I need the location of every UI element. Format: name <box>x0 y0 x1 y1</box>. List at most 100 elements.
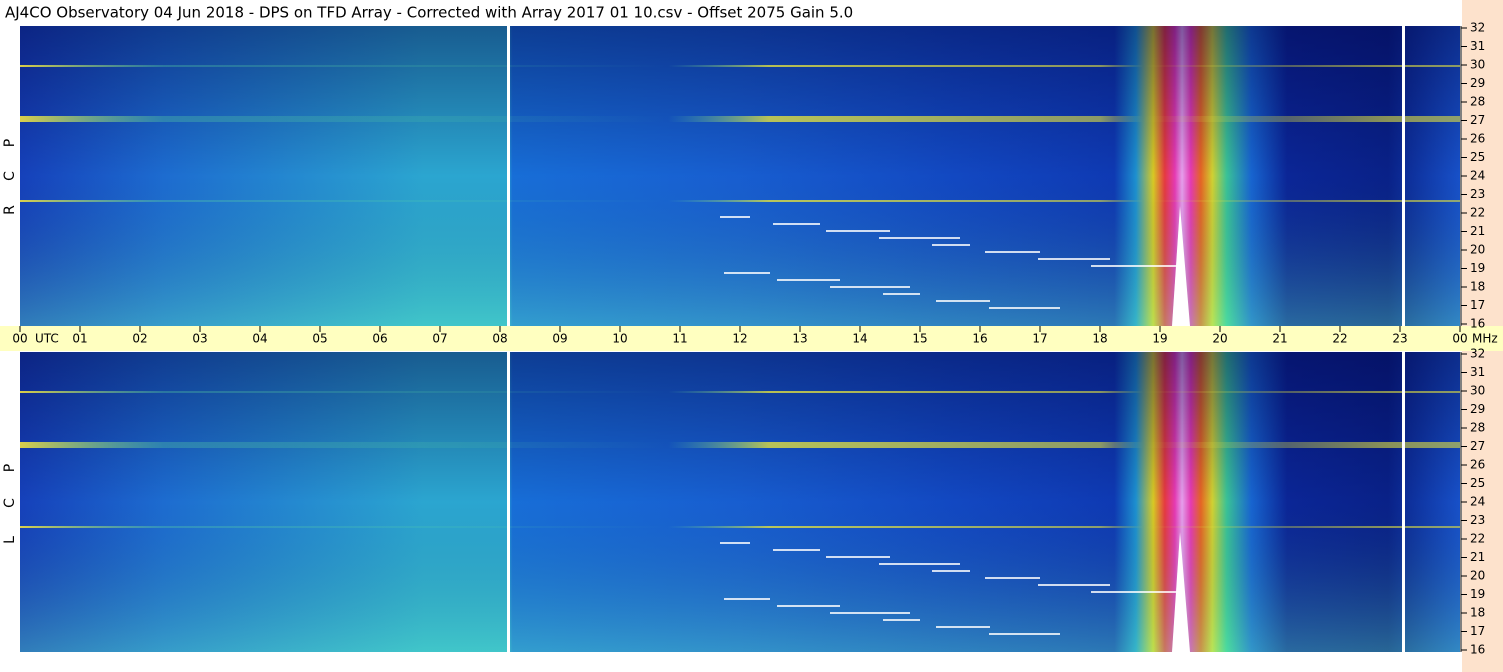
burst <box>1172 206 1190 326</box>
interference-line <box>826 556 890 558</box>
spectrogram-shade <box>20 26 1460 326</box>
freq-tick-label: 16 <box>1470 643 1485 657</box>
interference-line <box>936 626 990 628</box>
freq-unit: MHz <box>1472 332 1498 346</box>
interference-line <box>720 216 750 218</box>
interference-line <box>883 293 920 295</box>
freq-tick-label: 27 <box>1470 113 1485 127</box>
interference-line <box>932 244 970 246</box>
interference-line <box>989 307 1060 309</box>
freq-tick-label: 22 <box>1470 206 1485 220</box>
emission-band <box>20 65 1460 67</box>
freq-tick-label: 32 <box>1470 21 1485 35</box>
gap-line <box>507 26 510 326</box>
emission-band <box>20 200 1460 202</box>
interference-line <box>985 251 1040 253</box>
freq-tick-label: 24 <box>1470 495 1485 509</box>
interference-line <box>883 619 920 621</box>
interference-line <box>720 542 750 544</box>
time-tick-label: 10 <box>612 332 627 346</box>
time-tick-label: 14 <box>852 332 867 346</box>
polarization-letter: C <box>2 498 18 508</box>
time-tick-label: 04 <box>252 332 267 346</box>
emission-band <box>20 116 1460 122</box>
time-tick-label: 06 <box>372 332 387 346</box>
interference-line <box>989 633 1060 635</box>
freq-tick-label: 21 <box>1470 550 1485 564</box>
spectrogram-shade <box>20 352 1460 652</box>
freq-tick-label: 25 <box>1470 150 1485 164</box>
freq-tick-label: 17 <box>1470 624 1485 638</box>
time-tick-label: 01 <box>72 332 87 346</box>
freq-tick-label: 25 <box>1470 476 1485 490</box>
time-axis-band <box>0 326 1503 351</box>
freq-tick-label: 23 <box>1470 513 1485 527</box>
freq-tick-label: 31 <box>1470 365 1485 379</box>
polarization-letter: P <box>2 464 18 472</box>
freq-tick-label: 29 <box>1470 76 1485 90</box>
interference-line <box>773 223 820 225</box>
time-tick-label: 16 <box>972 332 987 346</box>
freq-tick-label: 26 <box>1470 458 1485 472</box>
interference-line <box>932 570 970 572</box>
time-tick-label: 02 <box>132 332 147 346</box>
time-tick-label: 21 <box>1272 332 1287 346</box>
emission-band <box>20 442 1460 448</box>
interference-line <box>1038 584 1110 586</box>
freq-tick-label: 23 <box>1470 187 1485 201</box>
polarization-letter: L <box>2 536 18 544</box>
emission-band <box>20 391 1460 393</box>
interference-line <box>1091 265 1180 267</box>
time-tick-label: 11 <box>672 332 687 346</box>
time-tick-label: 00 <box>1452 332 1467 346</box>
time-unit: UTC <box>35 332 59 346</box>
title: AJ4CO Observatory 04 Jun 2018 - DPS on T… <box>5 4 853 22</box>
interference-line <box>936 300 990 302</box>
time-tick-label: 08 <box>492 332 507 346</box>
interference-line <box>724 272 770 274</box>
interference-line <box>879 563 960 565</box>
interference-line <box>830 286 910 288</box>
polarization-letter: C <box>2 171 18 181</box>
gap-line <box>1402 26 1405 326</box>
time-tick-label: 23 <box>1392 332 1407 346</box>
freq-tick-label: 30 <box>1470 58 1485 72</box>
freq-tick-label: 19 <box>1470 261 1485 275</box>
freq-tick-label: 27 <box>1470 439 1485 453</box>
time-tick-label: 22 <box>1332 332 1347 346</box>
time-tick-label: 19 <box>1152 332 1167 346</box>
interference-line <box>826 230 890 232</box>
burst <box>1172 532 1190 652</box>
interference-line <box>777 279 840 281</box>
freq-tick-label: 22 <box>1470 532 1485 546</box>
interference-line <box>777 605 840 607</box>
freq-tick-label: 16 <box>1470 317 1485 331</box>
freq-tick-label: 26 <box>1470 132 1485 146</box>
freq-tick-label: 32 <box>1470 347 1485 361</box>
interference-line <box>724 598 770 600</box>
freq-tick-label: 24 <box>1470 169 1485 183</box>
freq-tick-label: 20 <box>1470 243 1485 257</box>
freq-tick-label: 31 <box>1470 39 1485 53</box>
freq-tick-label: 20 <box>1470 569 1485 583</box>
time-tick-label: 09 <box>552 332 567 346</box>
interference-line <box>773 549 820 551</box>
freq-tick-label: 29 <box>1470 402 1485 416</box>
freq-tick-label: 18 <box>1470 280 1485 294</box>
time-tick-label: 18 <box>1092 332 1107 346</box>
time-tick-label: 05 <box>312 332 327 346</box>
time-tick-label: 00 <box>12 332 27 346</box>
emission-band <box>20 526 1460 528</box>
polarization-letter: P <box>2 139 18 147</box>
freq-tick-label: 28 <box>1470 421 1485 435</box>
freq-tick-label: 30 <box>1470 384 1485 398</box>
polarization-letter: R <box>2 205 18 215</box>
time-tick-label: 12 <box>732 332 747 346</box>
time-tick-label: 17 <box>1032 332 1047 346</box>
time-tick-label: 20 <box>1212 332 1227 346</box>
interference-line <box>879 237 960 239</box>
interference-line <box>985 577 1040 579</box>
interference-line <box>1091 591 1180 593</box>
freq-tick-label: 19 <box>1470 587 1485 601</box>
